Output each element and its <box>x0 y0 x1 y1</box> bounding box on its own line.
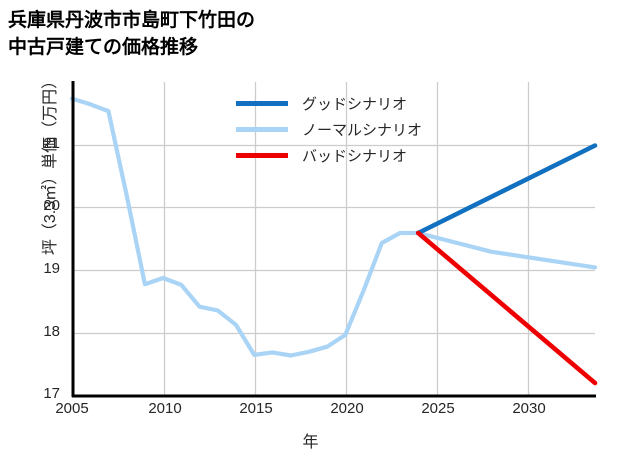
legend-item-bad[interactable]: バッドシナリオ <box>236 142 422 168</box>
y-tick-label: 17 <box>43 385 60 402</box>
x-tick-label: 2020 <box>330 400 364 417</box>
y-tick-label: 18 <box>43 323 60 340</box>
y-tick-label: 20 <box>43 197 60 214</box>
legend-swatch-bad <box>236 152 288 158</box>
legend-item-good[interactable]: グッドシナリオ <box>236 90 422 116</box>
legend-swatch-normal <box>236 126 288 132</box>
legend-label-normal: ノーマルシナリオ <box>302 121 423 139</box>
chart-legend: グッドシナリオ ノーマルシナリオ バッドシナリオ <box>236 90 422 168</box>
x-tick-label: 2005 <box>55 400 89 417</box>
legend-label-good: グッドシナリオ <box>302 95 408 113</box>
legend-item-normal[interactable]: ノーマルシナリオ <box>236 116 422 142</box>
series-line-good <box>415 143 598 236</box>
y-tick-label: 21 <box>43 135 60 152</box>
series-line-normal <box>69 96 598 358</box>
x-tick-label: 2025 <box>421 400 455 417</box>
y-tick-label: 19 <box>43 260 60 277</box>
legend-label-bad: バッドシナリオ <box>302 147 408 165</box>
legend-swatch-good <box>236 100 288 106</box>
x-tick-label: 2030 <box>512 400 546 417</box>
x-axis-title: 年 <box>302 434 319 451</box>
series-line-bad <box>415 230 598 386</box>
y-axis-title: 坪（3.3㎡）単価（万円） <box>42 72 59 256</box>
page-title: 兵庫県丹波市市島町下竹田の 中古戸建ての価格推移 <box>8 10 256 58</box>
x-tick-label: 2010 <box>148 400 182 417</box>
x-tick-label: 2015 <box>239 400 273 417</box>
